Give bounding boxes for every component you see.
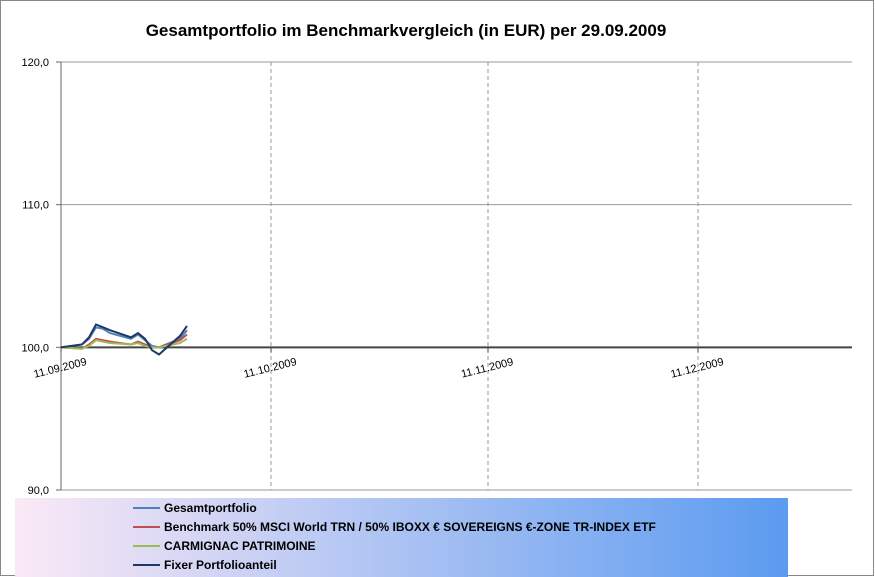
series-line: [60, 337, 188, 350]
legend-label: Benchmark 50% MSCI World TRN / 50% IBOXX…: [164, 520, 656, 534]
chart-title: Gesamtportfolio im Benchmarkvergleich (i…: [146, 21, 667, 40]
y-tick-label: 110,0: [22, 200, 49, 212]
legend-box: [15, 498, 788, 577]
legend-label: Gesamtportfolio: [164, 501, 257, 515]
legend-label: Fixer Portfolioanteil: [164, 558, 277, 572]
y-tick-label: 120,0: [21, 57, 49, 69]
series-line: [60, 323, 188, 356]
y-tick-label: 100,0: [21, 342, 49, 354]
y-tick-label: 90,0: [28, 485, 49, 497]
legend-label: CARMIGNAC PATRIMOINE: [164, 539, 316, 553]
